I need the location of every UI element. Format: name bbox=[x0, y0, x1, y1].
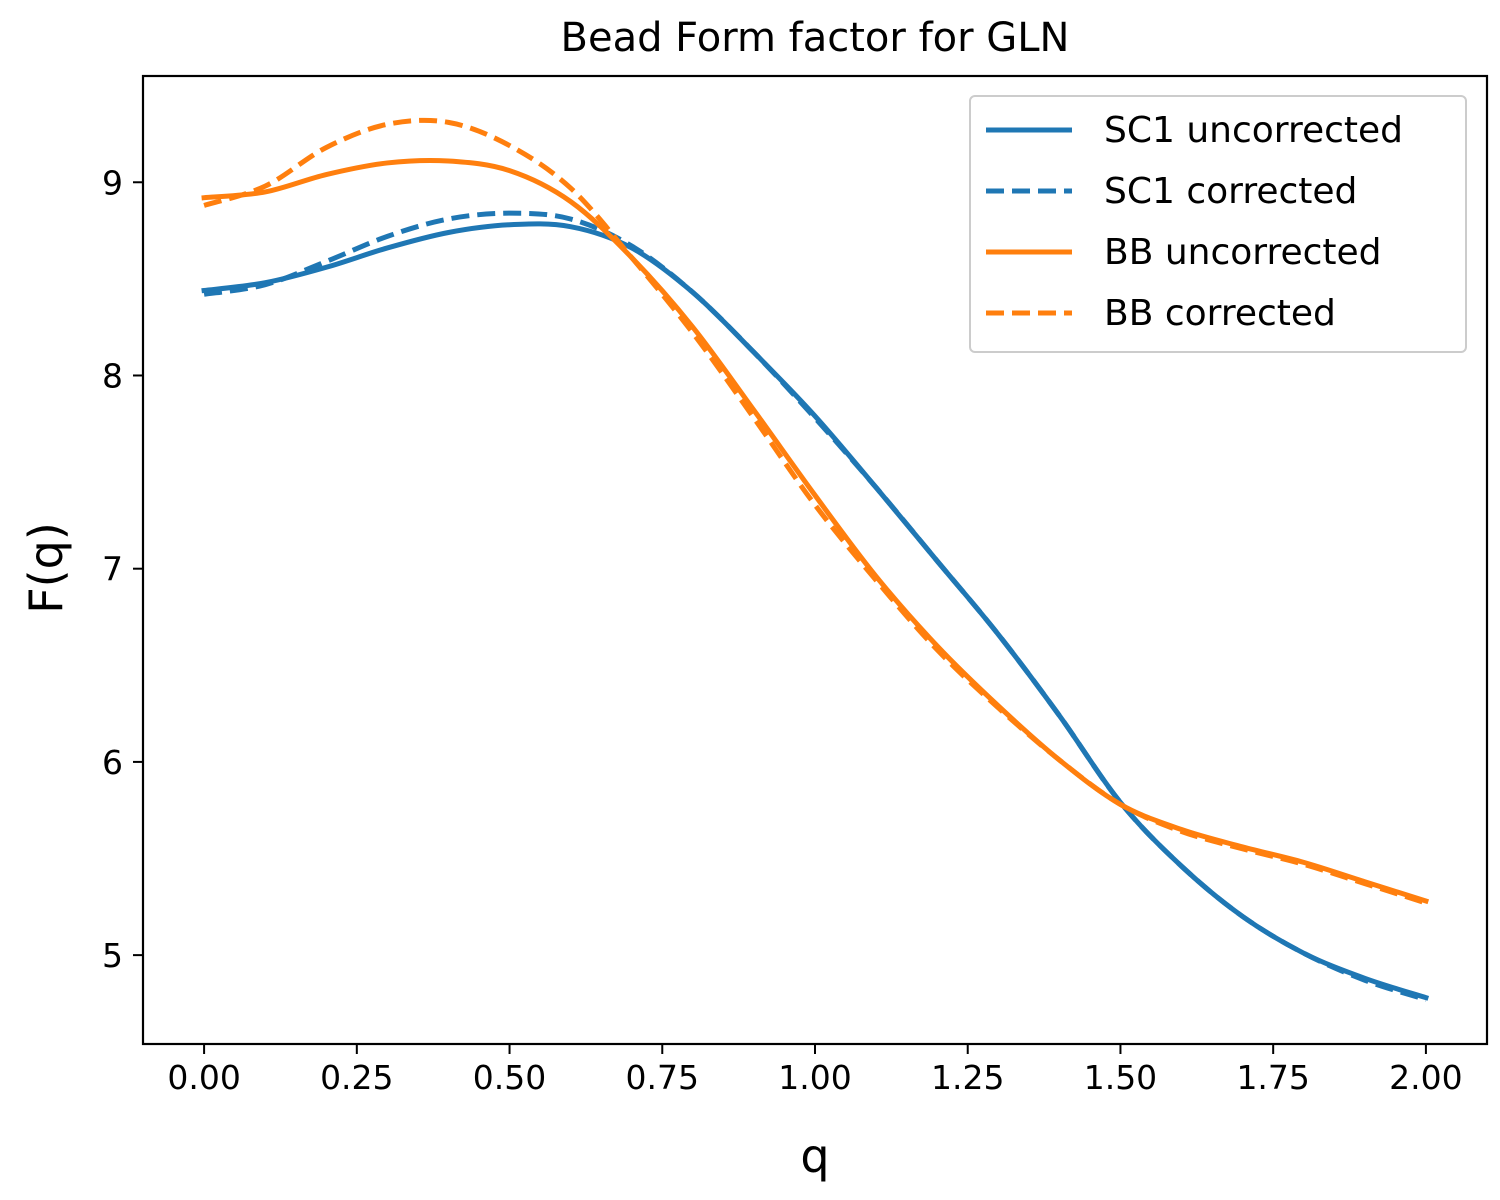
x-axis-ticks: 0.00 0.25 0.50 0.75 1.00 1.25 1.50 1.75 2.00 bbox=[167, 1044, 1463, 1097]
legend-label-sc1-corrected: SC1 corrected bbox=[1104, 171, 1357, 212]
x-tick-label: 1.25 bbox=[931, 1058, 1004, 1097]
series-layer bbox=[201, 117, 1430, 1002]
legend-label-bb-corrected: BB corrected bbox=[1104, 293, 1336, 334]
x-axis-label: q bbox=[800, 1129, 829, 1183]
x-tick-label: 1.75 bbox=[1236, 1058, 1309, 1097]
x-tick-label: 0.75 bbox=[626, 1058, 699, 1097]
x-tick-label: 0.25 bbox=[320, 1058, 393, 1097]
x-tick-label: 1.50 bbox=[1084, 1058, 1157, 1097]
x-tick-label: 0.50 bbox=[473, 1058, 546, 1097]
legend: SC1 uncorrected SC1 corrected BB uncorrect… bbox=[969, 95, 1467, 353]
series-line-bb-corrected bbox=[203, 117, 1427, 906]
x-tick-label: 2.00 bbox=[1389, 1058, 1462, 1097]
y-axis-ticks: 5 6 7 8 9 bbox=[102, 163, 143, 975]
y-tick-label: 6 bbox=[102, 743, 123, 782]
legend-box bbox=[969, 95, 1467, 353]
legend-label-sc1-uncorrected: SC1 uncorrected bbox=[1104, 110, 1403, 151]
y-tick-label: 7 bbox=[102, 550, 123, 589]
y-axis-label: F(q) bbox=[19, 522, 73, 614]
y-tick-label: 9 bbox=[102, 163, 123, 202]
x-tick-label: 0.00 bbox=[167, 1058, 240, 1097]
series-line-sc1-corrected bbox=[203, 210, 1427, 1002]
y-tick-label: 5 bbox=[102, 936, 123, 975]
x-tick-label: 1.00 bbox=[778, 1058, 851, 1097]
legend-label-bb-uncorrected: BB uncorrected bbox=[1104, 232, 1382, 273]
y-tick-label: 8 bbox=[102, 356, 123, 395]
chart-title: Bead Form factor for GLN bbox=[561, 15, 1070, 61]
